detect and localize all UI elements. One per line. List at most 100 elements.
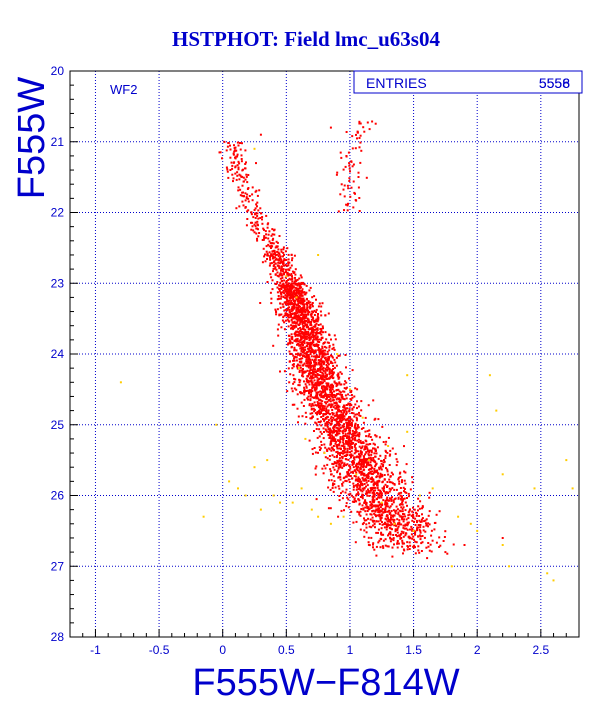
- red-star-point: [309, 304, 312, 306]
- red-star-point: [428, 510, 431, 513]
- red-star-point: [372, 499, 375, 502]
- red-star-point: [358, 445, 361, 448]
- red-star-point: [375, 508, 378, 511]
- red-star-point: [378, 523, 381, 525]
- red-star-point: [384, 449, 387, 452]
- red-star-point: [380, 460, 383, 462]
- red-star-point: [305, 385, 308, 388]
- red-star-point: [365, 513, 368, 516]
- red-star-point: [425, 524, 428, 527]
- red-star-point: [322, 418, 324, 421]
- red-star-point: [327, 447, 330, 450]
- red-star-point: [328, 413, 331, 416]
- red-star-point: [319, 365, 322, 368]
- red-star-point: [309, 332, 312, 335]
- red-star-point: [369, 449, 371, 452]
- red-star-point: [319, 310, 322, 313]
- red-star-point: [319, 369, 322, 372]
- red-star-point: [316, 404, 318, 407]
- red-star-point: [403, 513, 406, 516]
- red-star-point: [365, 466, 368, 468]
- red-star-point: [412, 516, 415, 519]
- red-star-point: [296, 289, 298, 291]
- red-star-point: [320, 381, 323, 384]
- red-star-point: [335, 394, 338, 397]
- red-star-point: [261, 239, 264, 241]
- red-star-point: [367, 508, 370, 511]
- red-star-point: [352, 488, 355, 491]
- red-star-point: [408, 513, 411, 516]
- red-star-point: [404, 534, 407, 537]
- red-star-point: [329, 429, 332, 432]
- red-star-point: [330, 393, 333, 396]
- red-star-point: [279, 281, 282, 284]
- red-star-point: [373, 470, 376, 472]
- red-star-point: [350, 418, 353, 421]
- red-star-point: [296, 320, 299, 323]
- red-star-point: [288, 285, 291, 287]
- red-star-point: [345, 464, 348, 467]
- red-star-point: [358, 460, 361, 463]
- red-star-point: [279, 261, 282, 264]
- red-star-point: [280, 292, 283, 295]
- red-star-point: [237, 160, 240, 163]
- red-star-point: [416, 529, 418, 532]
- red-star-point: [359, 458, 362, 461]
- red-star-point: [329, 360, 332, 363]
- red-star-point: [384, 457, 387, 460]
- red-star-point: [347, 438, 350, 441]
- grid-lines: [70, 71, 579, 637]
- red-star-point: [275, 283, 278, 285]
- red-star-point: [330, 338, 332, 341]
- red-star-point: [363, 517, 365, 520]
- red-star-point: [337, 515, 340, 518]
- red-star-point: [274, 246, 277, 249]
- red-star-point: [358, 513, 361, 516]
- red-star-point: [361, 472, 364, 475]
- red-star-point: [307, 336, 310, 339]
- red-star-point: [311, 339, 314, 342]
- red-star-point: [276, 286, 279, 289]
- red-star-point: [342, 432, 345, 435]
- red-star-point: [273, 233, 276, 236]
- red-star-point: [320, 440, 323, 443]
- red-star-point: [352, 466, 355, 469]
- red-star-point: [326, 341, 329, 344]
- red-star-point: [311, 303, 314, 306]
- red-star-point: [404, 515, 407, 518]
- red-star-point: [356, 388, 359, 391]
- red-star-point: [351, 396, 354, 399]
- red-star-point: [330, 403, 333, 406]
- red-star-point: [345, 502, 348, 505]
- red-star-point: [295, 304, 298, 307]
- red-star-point: [293, 254, 296, 257]
- red-star-point: [370, 478, 373, 481]
- red-star-point: [343, 411, 346, 414]
- red-star-point: [360, 464, 363, 467]
- red-star-point: [339, 371, 342, 374]
- red-star-point: [393, 521, 396, 524]
- red-star-point: [247, 209, 250, 212]
- red-star-point: [363, 487, 366, 490]
- red-star-point: [382, 499, 385, 502]
- yellow-star-point: [393, 522, 396, 525]
- red-star-point: [327, 356, 330, 359]
- red-star-point: [379, 517, 382, 520]
- red-star-point: [356, 486, 359, 489]
- red-star-point: [405, 523, 408, 526]
- red-star-point: [332, 463, 335, 466]
- red-star-point: [387, 545, 390, 548]
- red-star-point: [345, 366, 347, 369]
- yellow-star-point: [565, 459, 568, 462]
- red-star-point: [291, 280, 294, 283]
- red-star-point: [384, 503, 387, 506]
- red-star-point: [308, 389, 311, 392]
- red-star-point: [375, 449, 377, 452]
- red-star-point: [286, 264, 289, 267]
- red-star-point: [365, 443, 368, 446]
- red-star-point: [311, 415, 314, 418]
- red-star-point: [265, 250, 268, 253]
- red-star-point: [348, 164, 351, 167]
- red-star-point: [317, 313, 319, 315]
- red-star-point: [345, 442, 348, 445]
